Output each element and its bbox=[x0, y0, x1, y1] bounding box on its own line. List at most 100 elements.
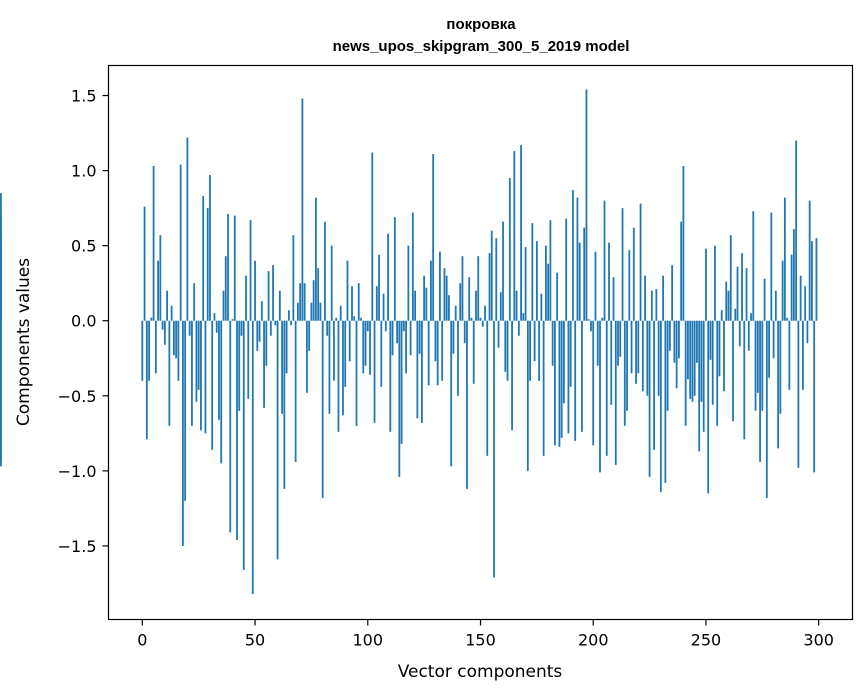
bar-258 bbox=[723, 320, 725, 392]
bar-160 bbox=[502, 221, 504, 321]
x-tick-label-150: 150 bbox=[465, 631, 496, 650]
bar-177 bbox=[540, 293, 543, 321]
bar-52 bbox=[258, 320, 261, 342]
bar-214 bbox=[623, 320, 626, 426]
bar-series bbox=[0, 89, 818, 594]
bar-73 bbox=[306, 320, 308, 393]
bar-104 bbox=[375, 286, 378, 321]
bar-217 bbox=[630, 320, 633, 374]
bar-19 bbox=[184, 320, 187, 501]
bar-179 bbox=[544, 245, 547, 321]
bar-15 bbox=[175, 320, 178, 359]
bar-76 bbox=[312, 280, 315, 321]
bar-267 bbox=[743, 320, 746, 440]
bar-271 bbox=[752, 211, 755, 321]
bar-117 bbox=[405, 320, 407, 374]
bar-105 bbox=[378, 254, 380, 321]
bar-152 bbox=[484, 305, 486, 321]
bar-142 bbox=[461, 256, 464, 321]
bar-143 bbox=[463, 320, 466, 344]
y-tick-label--1: −1.0 bbox=[58, 462, 97, 481]
bar-162 bbox=[506, 320, 509, 381]
bar-186 bbox=[560, 320, 563, 438]
bar-288 bbox=[790, 254, 793, 321]
bar-281 bbox=[774, 290, 777, 321]
x-axis-label: Vector components bbox=[398, 662, 563, 682]
bar-38 bbox=[227, 214, 229, 321]
bar-115 bbox=[400, 320, 403, 444]
bar-293 bbox=[802, 320, 804, 390]
bar-169 bbox=[522, 313, 525, 321]
bar-193 bbox=[576, 197, 579, 321]
bar-118 bbox=[407, 245, 410, 321]
bar-36 bbox=[222, 290, 225, 321]
bar-151 bbox=[481, 320, 484, 327]
bar-201 bbox=[594, 251, 597, 321]
bar-213 bbox=[621, 208, 624, 321]
bar-67 bbox=[292, 235, 295, 321]
bar-46 bbox=[245, 275, 247, 321]
bar-89 bbox=[342, 320, 344, 416]
bar-207 bbox=[608, 242, 610, 321]
bar-100 bbox=[366, 320, 369, 332]
bar-30 bbox=[209, 175, 211, 321]
bar-275 bbox=[761, 320, 764, 411]
bar-157 bbox=[495, 238, 498, 321]
bar-7 bbox=[157, 260, 159, 321]
bar-111 bbox=[391, 320, 394, 356]
bar-156 bbox=[493, 320, 495, 578]
bar-56 bbox=[267, 271, 270, 321]
bar-189 bbox=[567, 320, 570, 434]
bar-91 bbox=[346, 260, 349, 321]
bar-284 bbox=[781, 260, 784, 321]
bar-286 bbox=[786, 317, 789, 321]
bar-230 bbox=[659, 320, 662, 492]
bar-234 bbox=[668, 320, 671, 351]
bar-219 bbox=[635, 320, 637, 384]
bar-112 bbox=[393, 217, 396, 321]
bar-195 bbox=[581, 320, 583, 432]
bar-95 bbox=[355, 320, 358, 426]
bar-136 bbox=[448, 295, 450, 321]
bar-161 bbox=[504, 320, 507, 372]
bar-200 bbox=[592, 320, 595, 446]
bar-215 bbox=[626, 320, 628, 411]
bar-268 bbox=[745, 268, 748, 321]
bar-223 bbox=[644, 275, 646, 321]
bar-191 bbox=[572, 190, 574, 321]
bar-83 bbox=[328, 320, 331, 414]
bar-55 bbox=[265, 320, 268, 366]
bar-225 bbox=[648, 320, 651, 477]
bar-149 bbox=[477, 256, 480, 321]
bar-227 bbox=[653, 320, 655, 450]
bar-196 bbox=[583, 227, 586, 321]
bar-174 bbox=[533, 320, 536, 362]
bar-182 bbox=[551, 320, 554, 366]
bar-80 bbox=[321, 320, 324, 498]
chart-subtitle: news_upos_skipgram_300_5_2019 model bbox=[333, 38, 630, 55]
bar-127 bbox=[427, 320, 430, 386]
bar-75 bbox=[310, 302, 313, 321]
bar-123 bbox=[418, 320, 421, 354]
bar-295 bbox=[806, 320, 809, 344]
bar-236 bbox=[673, 320, 676, 363]
bar-31 bbox=[211, 320, 214, 450]
bar-266 bbox=[741, 253, 743, 321]
bar-59 bbox=[274, 320, 277, 326]
bar-25 bbox=[197, 320, 200, 390]
bar-37 bbox=[224, 256, 227, 321]
bar-172 bbox=[529, 320, 531, 381]
bar-246 bbox=[696, 320, 698, 363]
bar-259 bbox=[725, 281, 728, 321]
bar-206 bbox=[605, 320, 608, 456]
bar-289 bbox=[792, 229, 795, 321]
bar-158 bbox=[497, 320, 500, 348]
x-tick-label-250: 250 bbox=[691, 631, 722, 650]
bar-262 bbox=[732, 320, 734, 422]
bar-129 bbox=[432, 154, 435, 321]
bar-242 bbox=[687, 320, 689, 380]
bar-249 bbox=[702, 320, 705, 432]
bar-23 bbox=[193, 283, 196, 321]
bar-54 bbox=[263, 320, 265, 408]
